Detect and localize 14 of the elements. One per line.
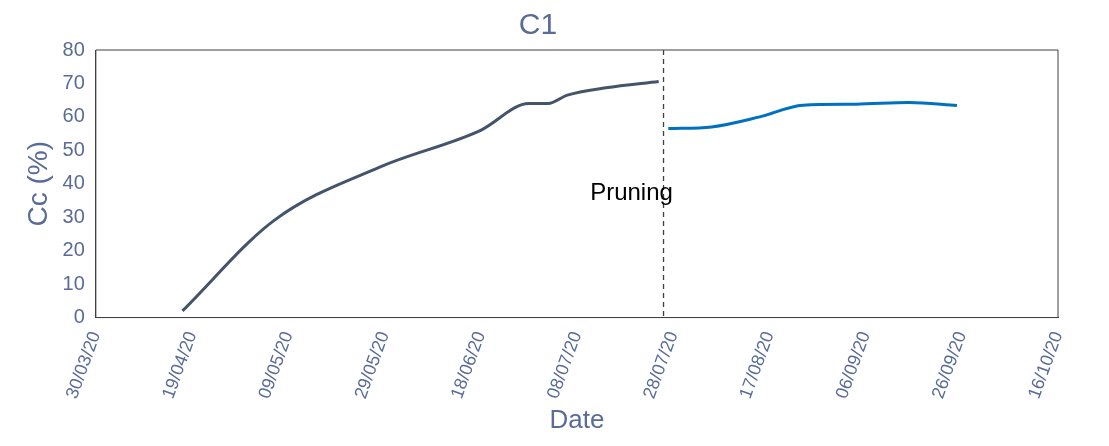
y-tick-label: 50 [62, 137, 85, 160]
y-tick-label: 60 [62, 104, 85, 127]
y-axis-title: Cc (%) [21, 141, 53, 227]
y-tick-label: 10 [62, 271, 85, 294]
ref-line-label: Pruning [590, 178, 673, 206]
line-series [666, 101, 959, 131]
y-tick-label: 0 [73, 305, 85, 328]
y-tick-label: 70 [62, 70, 85, 93]
chart-title: C1 [518, 7, 558, 41]
y-tick-label: 30 [62, 204, 85, 227]
y-tick-label: 40 [62, 171, 85, 194]
y-tick-label: 80 [62, 37, 85, 60]
x-axis-title: Date [549, 403, 605, 434]
y-tick-label: 20 [62, 238, 85, 261]
